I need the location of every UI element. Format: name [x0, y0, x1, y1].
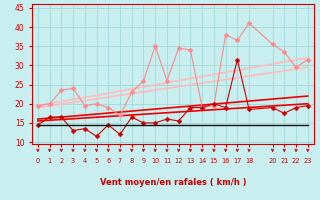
X-axis label: Vent moyen/en rafales ( km/h ): Vent moyen/en rafales ( km/h ): [100, 178, 246, 187]
